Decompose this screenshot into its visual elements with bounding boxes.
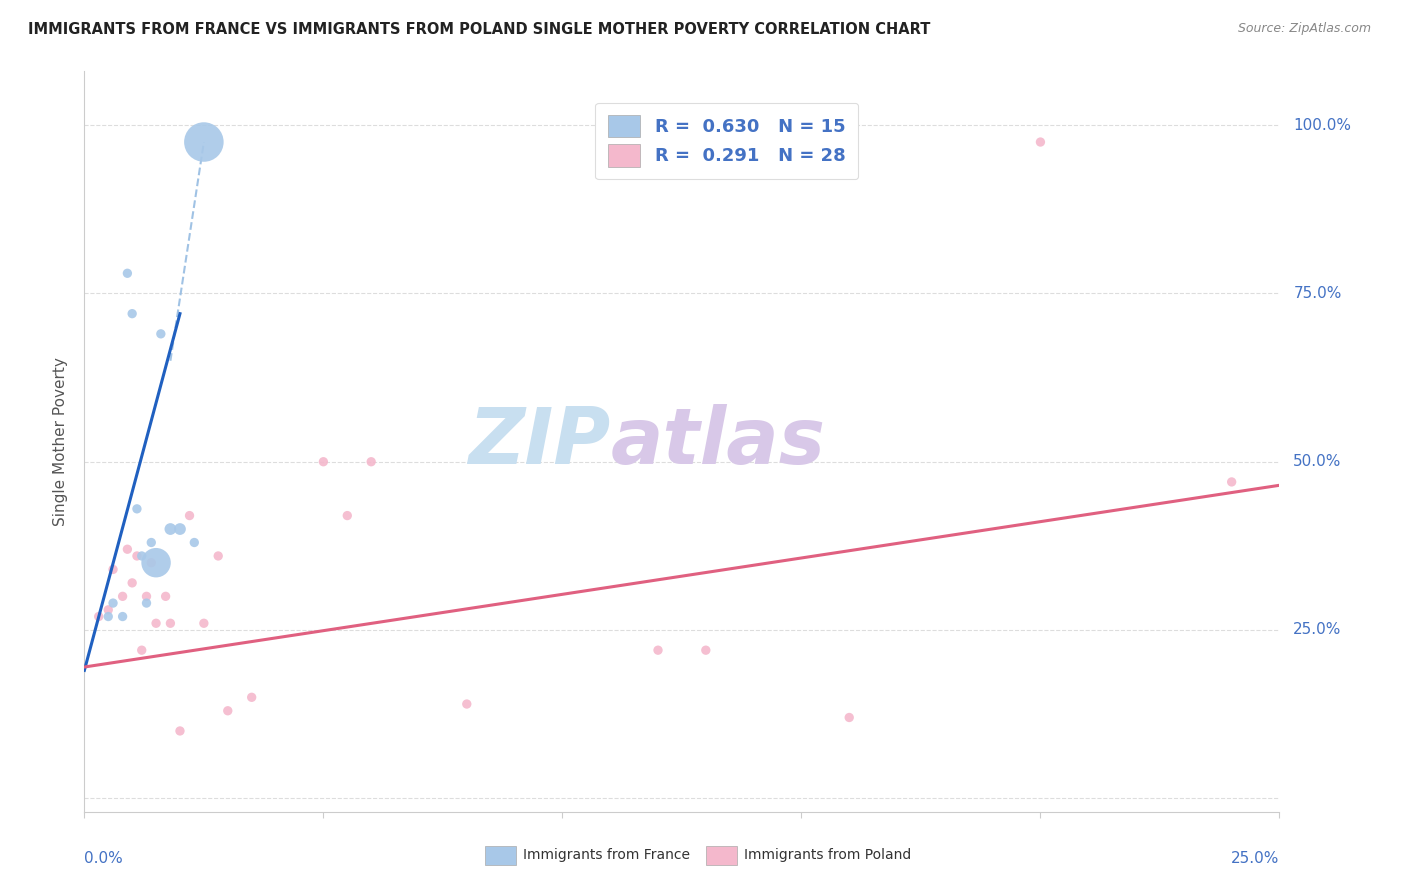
Point [456, 697, 478, 711]
Text: atlas: atlas [610, 403, 825, 480]
Point [97, 609, 120, 624]
Text: 100.0%: 100.0% [1294, 118, 1351, 133]
Point [360, 455, 382, 469]
Point [207, 549, 229, 563]
Point [217, 704, 239, 718]
Point [838, 710, 860, 724]
Point [131, 643, 153, 657]
Point [312, 455, 335, 469]
Point [131, 549, 153, 563]
Point [149, 326, 172, 341]
Point [183, 535, 205, 549]
Point [141, 556, 163, 570]
Point [647, 643, 669, 657]
Point [695, 643, 717, 657]
Text: IMMIGRANTS FROM FRANCE VS IMMIGRANTS FROM POLAND SINGLE MOTHER POVERTY CORRELATI: IMMIGRANTS FROM FRANCE VS IMMIGRANTS FRO… [28, 22, 931, 37]
Point [101, 596, 124, 610]
Point [145, 556, 167, 570]
Point [135, 596, 157, 610]
Point [179, 508, 201, 523]
Text: 50.0%: 50.0% [1294, 454, 1341, 469]
Point [336, 508, 359, 523]
Point [101, 562, 124, 576]
Legend: R =  0.630   N = 15, R =  0.291   N = 28: R = 0.630 N = 15, R = 0.291 N = 28 [595, 103, 858, 179]
Point [1220, 475, 1243, 489]
Y-axis label: Single Mother Poverty: Single Mother Poverty [53, 357, 69, 526]
Point [155, 590, 177, 604]
Point [117, 266, 139, 280]
Point [159, 522, 181, 536]
Point [240, 690, 263, 705]
Point [193, 135, 215, 149]
Point [125, 549, 148, 563]
Point [111, 590, 134, 604]
Text: 0.0%: 0.0% [84, 851, 124, 865]
Point [87, 609, 110, 624]
Point [145, 616, 167, 631]
Point [193, 616, 215, 631]
Point [169, 723, 191, 738]
Point [125, 501, 148, 516]
Point [159, 616, 181, 631]
Text: 25.0%: 25.0% [1294, 623, 1341, 638]
Text: 75.0%: 75.0% [1294, 286, 1341, 301]
Text: 25.0%: 25.0% [1232, 851, 1279, 865]
Point [141, 535, 163, 549]
Point [97, 603, 120, 617]
Text: Immigrants from France: Immigrants from France [523, 848, 690, 863]
Point [1029, 135, 1052, 149]
Text: Source: ZipAtlas.com: Source: ZipAtlas.com [1237, 22, 1371, 36]
Point [121, 307, 143, 321]
Point [169, 522, 191, 536]
Point [111, 609, 134, 624]
Point [121, 575, 143, 590]
Point [135, 590, 157, 604]
Text: Immigrants from Poland: Immigrants from Poland [744, 848, 911, 863]
Point [117, 542, 139, 557]
Text: ZIP: ZIP [468, 403, 610, 480]
